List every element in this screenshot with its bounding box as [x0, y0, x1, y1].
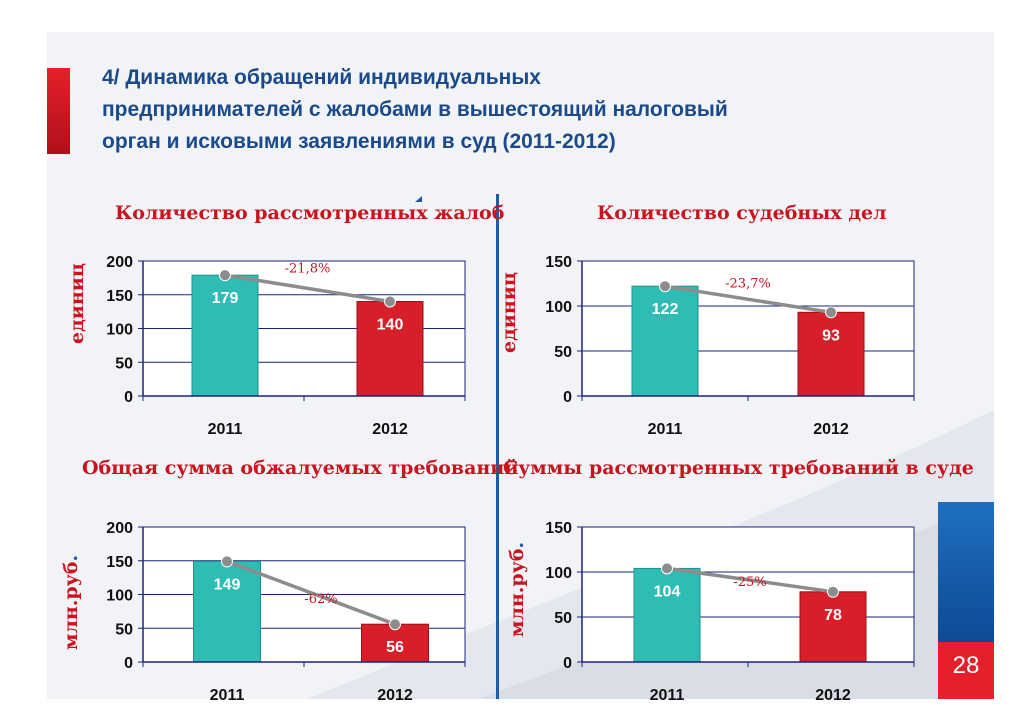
- bar-2012: [356, 301, 424, 397]
- chart-title-disputed-sum: Общая сумма обжалуемых требований: [82, 457, 519, 479]
- vertical-divider: [496, 194, 499, 699]
- bar-2011: [633, 567, 701, 663]
- trend-line: [224, 273, 391, 304]
- change-label: -25%: [733, 575, 766, 590]
- y-tick-label: 100: [545, 565, 572, 582]
- value-label: 140: [377, 317, 404, 334]
- slide-title-line: предпринимателей с жалобами в вышестоящи…: [102, 98, 728, 121]
- trend-point-2012: [827, 585, 839, 598]
- value-label: 122: [652, 301, 679, 318]
- slide-title-line: 4/ Динамика обращений индивидуальных: [102, 66, 541, 89]
- y-tick-label: 50: [115, 355, 133, 372]
- x-tick-label: 2012: [372, 421, 408, 438]
- bar-2011: [193, 560, 261, 663]
- y-tick-label: 50: [554, 344, 572, 361]
- y-tick-label: 0: [124, 389, 133, 406]
- y-tick-label: 150: [106, 554, 133, 571]
- chart-title-complaints: Количество рассмотренных жалоб: [115, 202, 505, 224]
- y-tick-label: 50: [115, 621, 133, 638]
- change-label: -23,7%: [725, 276, 771, 291]
- y-tick-label: 100: [106, 588, 133, 605]
- corner-blue-card: [938, 502, 994, 642]
- page-corner: 28: [938, 502, 994, 699]
- y-tick-label: 200: [106, 254, 133, 271]
- slide-marker: [415, 196, 422, 202]
- trend-point-2011: [221, 555, 233, 568]
- x-tick-label: 2012: [377, 687, 413, 704]
- trend-line: [226, 559, 396, 626]
- y-tick-label: 200: [106, 520, 133, 537]
- chart-title-court-sum: Суммы рассмотренных требований в суде: [503, 457, 974, 479]
- y-tick-label: 150: [106, 288, 133, 305]
- trend-line: [664, 284, 832, 315]
- y-tick-label: 100: [106, 322, 133, 339]
- x-tick-label: 2011: [648, 421, 683, 438]
- y-tick-label: 0: [563, 655, 572, 672]
- y-tick-label: 150: [545, 520, 572, 537]
- value-label: 93: [822, 327, 840, 344]
- bar-2011: [631, 285, 699, 397]
- title-accent-bar: [47, 68, 70, 154]
- y-tick-label: 0: [563, 389, 572, 406]
- value-label: 179: [212, 290, 239, 307]
- trend-point-2011: [659, 280, 671, 293]
- chart-title-court-cases: Количество судебных дел: [597, 202, 887, 224]
- x-tick-label: 2011: [210, 687, 245, 704]
- change-label: -21,8%: [285, 261, 331, 276]
- page-number: 28: [952, 652, 980, 679]
- trend-point-2012: [825, 306, 837, 319]
- value-label: 104: [654, 583, 681, 600]
- y-tick-label: 50: [554, 610, 572, 627]
- trend-point-2012: [389, 618, 401, 631]
- slide-title-line: орган и исковыми заявлениями в суд (2011…: [102, 130, 616, 153]
- trend-point-2011: [219, 269, 231, 282]
- trend-point-2012: [384, 295, 396, 308]
- value-label: 78: [824, 607, 842, 624]
- y-tick-label: 100: [545, 299, 572, 316]
- x-tick-label: 2011: [650, 687, 685, 704]
- corner-red-card: [938, 642, 994, 699]
- value-label: 149: [214, 576, 241, 593]
- y-tick-label: 150: [545, 254, 572, 271]
- x-tick-label: 2011: [208, 421, 243, 438]
- trend-point-2011: [661, 562, 673, 575]
- change-label: -62%: [304, 592, 337, 607]
- value-label: 56: [386, 639, 404, 656]
- x-tick-label: 2012: [815, 687, 851, 704]
- y-tick-label: 0: [124, 655, 133, 672]
- trend-line: [666, 566, 834, 594]
- bar-2012: [799, 591, 867, 663]
- slide-title: 4/ Динамика обращений индивидуальных пре…: [102, 62, 922, 158]
- x-tick-label: 2012: [813, 421, 849, 438]
